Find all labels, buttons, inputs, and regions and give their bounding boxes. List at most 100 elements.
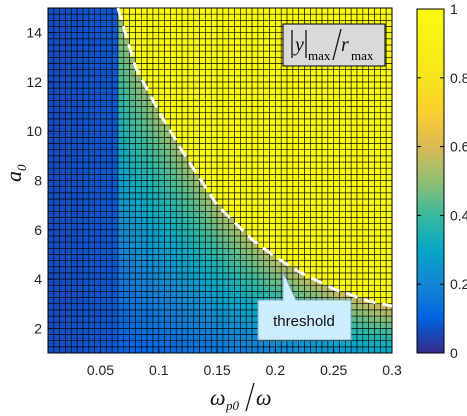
heatmap-cell — [135, 75, 142, 83]
legend-box: y max r max — [282, 23, 386, 67]
heatmap-cell — [100, 167, 107, 175]
heatmap-cell — [71, 198, 78, 206]
heatmap-cell — [181, 7, 189, 15]
heatmap-cell — [234, 161, 241, 169]
heatmap-cell — [199, 217, 206, 224]
heatmap-cell — [356, 291, 364, 298]
heatmap-cell — [368, 247, 375, 255]
heatmap-cell — [175, 272, 183, 280]
heatmap-cell — [106, 167, 113, 175]
heatmap-cell — [240, 284, 247, 292]
heatmap-cell — [228, 44, 235, 52]
heatmap-cell — [245, 56, 253, 64]
heatmap-cell — [129, 112, 136, 120]
heatmap-cell — [292, 124, 300, 132]
heatmap-cell — [187, 180, 195, 187]
heatmap-cell — [350, 69, 358, 77]
heatmap-cell — [82, 340, 90, 348]
heatmap-cell — [304, 75, 311, 83]
heatmap-cell — [123, 69, 130, 77]
heatmap-cell — [368, 223, 375, 231]
heatmap-cell — [234, 198, 241, 206]
heatmap-cell — [47, 321, 55, 329]
heatmap-cell — [152, 321, 160, 329]
heatmap-cell — [129, 13, 136, 21]
heatmap-cell — [292, 278, 300, 286]
heatmap-cell — [356, 340, 364, 348]
heatmap-cell — [205, 229, 212, 237]
heatmap-cell — [146, 32, 154, 40]
heatmap-cell — [94, 56, 101, 64]
heatmap-cell — [275, 20, 282, 27]
heatmap-cell — [106, 63, 113, 70]
heatmap-cell — [380, 75, 387, 83]
heatmap-cell — [210, 278, 218, 286]
heatmap-cell — [100, 334, 107, 341]
heatmap-cell — [129, 75, 136, 83]
heatmap-cell — [170, 223, 177, 231]
heatmap-cell — [228, 38, 235, 46]
heatmap-cell — [292, 235, 300, 243]
heatmap-cell — [257, 260, 265, 268]
heatmap-cell — [88, 254, 95, 261]
heatmap-cell — [123, 272, 130, 280]
heatmap-cell — [263, 50, 270, 58]
heatmap-cell — [76, 180, 84, 187]
heatmap-cell — [187, 38, 195, 46]
heatmap-cell — [76, 75, 84, 83]
heatmap-cell — [129, 192, 136, 200]
heatmap-cell — [216, 81, 224, 89]
heatmap-cell — [187, 247, 195, 255]
heatmap-cell — [251, 100, 259, 107]
heatmap-cell — [280, 211, 288, 218]
heatmap-cell — [65, 309, 72, 317]
heatmap-cell — [88, 247, 95, 255]
heatmap-cell — [199, 44, 206, 52]
heatmap-cell — [88, 56, 95, 64]
heatmap-cell — [234, 32, 241, 40]
heatmap-cell — [234, 235, 241, 243]
heatmap-cell — [216, 315, 224, 323]
heatmap-cell — [129, 223, 136, 231]
heatmap-cell — [181, 75, 189, 83]
heatmap-cell — [286, 247, 294, 255]
heatmap-cell — [117, 346, 125, 354]
heatmap-cell — [228, 143, 235, 150]
heatmap-cell — [380, 118, 387, 126]
heatmap-cell — [205, 38, 212, 46]
heatmap-cell — [129, 100, 136, 107]
heatmap-cell — [240, 291, 247, 298]
heatmap-cell — [193, 143, 200, 150]
heatmap-cell — [175, 118, 183, 126]
heatmap-cell — [146, 7, 154, 15]
heatmap-cell — [234, 20, 241, 27]
heatmap-cell — [222, 161, 230, 169]
heatmap-cell — [240, 315, 247, 323]
heatmap-cell — [263, 223, 270, 231]
heatmap-cell — [263, 81, 270, 89]
heatmap-cell — [71, 204, 78, 212]
heatmap-cell — [269, 81, 276, 89]
heatmap-cell — [263, 44, 270, 52]
heatmap-cell — [193, 198, 200, 206]
heatmap-cell — [315, 75, 323, 83]
heatmap-cell — [59, 192, 66, 200]
heatmap-cell — [140, 211, 148, 218]
heatmap-cell — [251, 247, 259, 255]
heatmap-cell — [71, 235, 78, 243]
heatmap-cell — [47, 211, 55, 218]
heatmap-cell — [205, 235, 212, 243]
heatmap-cell — [59, 247, 66, 255]
heatmap-cell — [222, 315, 230, 323]
heatmap-cell — [100, 87, 107, 95]
heatmap-cell — [59, 100, 66, 107]
heatmap-cell — [146, 334, 154, 341]
heatmap-cell — [222, 192, 230, 200]
heatmap-cell — [65, 106, 72, 114]
heatmap-cell — [82, 346, 90, 354]
heatmap-cell — [47, 118, 55, 126]
heatmap-cell — [94, 247, 101, 255]
heatmap-cell — [380, 272, 387, 280]
heatmap-cell — [117, 93, 125, 101]
heatmap-cell — [350, 130, 358, 138]
